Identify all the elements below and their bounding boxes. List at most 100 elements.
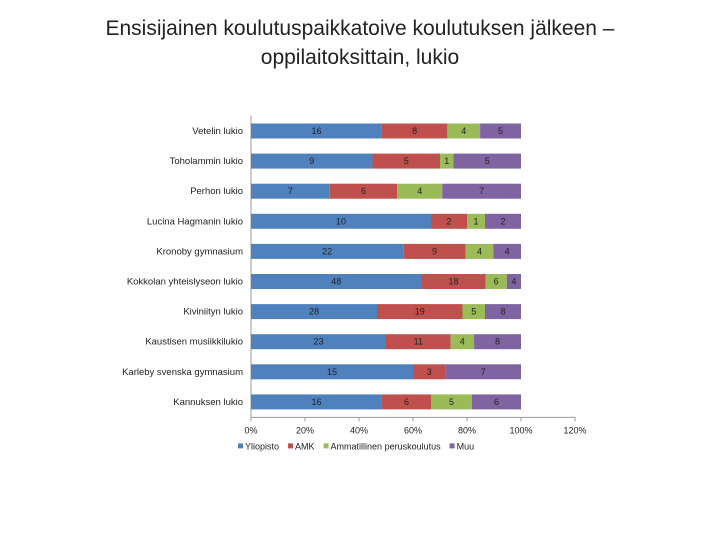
data-label: 23 — [313, 337, 323, 347]
x-tick-label: 80% — [458, 425, 476, 435]
data-label: 10 — [336, 216, 346, 226]
data-label: 4 — [477, 246, 482, 256]
data-label: 7 — [481, 367, 486, 377]
bar-segment — [485, 274, 507, 289]
data-label: 48 — [331, 277, 341, 287]
data-label: 18 — [448, 277, 458, 287]
legend-swatch — [449, 443, 455, 449]
bar-segment — [480, 123, 521, 139]
data-label: 5 — [498, 126, 503, 136]
x-tick-label: 40% — [350, 425, 368, 435]
bar-segment — [440, 153, 454, 169]
legend-entry: Yliopisto — [245, 441, 279, 451]
legend-entry: AMK — [295, 441, 315, 451]
category-label: Karleby svenska gymnasium — [122, 367, 243, 378]
x-tick-label: 20% — [296, 425, 314, 435]
bar-segment — [471, 394, 521, 410]
bar-segment — [485, 304, 521, 320]
data-label: 1 — [444, 156, 449, 166]
data-label: 4 — [461, 126, 466, 136]
bar-segment — [431, 394, 472, 410]
data-label: 6 — [361, 186, 366, 196]
data-label: 6 — [494, 397, 499, 407]
category-label: Kronoby gymnasium — [156, 246, 243, 257]
category-label: Vetelin lukio — [192, 126, 243, 137]
data-label: 3 — [427, 367, 432, 377]
data-label: 6 — [404, 397, 409, 407]
data-label: 5 — [449, 397, 454, 407]
bar-segment — [467, 213, 485, 229]
bar-segment — [251, 394, 382, 410]
bar-segment — [381, 123, 448, 139]
category-label: Perhon lukio — [190, 186, 243, 197]
bar-segment — [372, 153, 440, 169]
data-label: 7 — [288, 186, 293, 196]
bar-segment — [251, 123, 382, 139]
chart-title-line-2: oppilaitoksittain, lukio — [260, 46, 460, 69]
data-label: 16 — [311, 126, 321, 136]
bar-segment — [474, 334, 521, 350]
data-label: 4 — [460, 337, 465, 347]
x-tick-label: 100% — [509, 425, 532, 435]
category-label: Kokkolan yhteislyseon lukio — [127, 277, 243, 288]
data-label: 1 — [473, 216, 478, 226]
data-label: 7 — [479, 186, 484, 196]
category-label: Kaustisen musiikkilukio — [145, 337, 243, 348]
legend-swatch — [238, 443, 243, 449]
bar-segment — [462, 304, 485, 320]
bar-segment — [251, 213, 431, 229]
legend-entry: Muu — [457, 441, 475, 451]
data-label: 4 — [505, 246, 510, 256]
x-tick-label: 120% — [563, 425, 586, 435]
chart-title-line-1: Ensisijainen koulutuspaikkatoive koulutu… — [105, 17, 615, 40]
data-label: 5 — [485, 156, 490, 166]
data-label: 8 — [500, 307, 505, 317]
data-label: 11 — [414, 337, 423, 347]
bar-segment — [381, 394, 431, 410]
bar-segment — [251, 334, 386, 350]
category-label: Kiviniityn lukio — [183, 307, 243, 318]
data-label: 4 — [511, 277, 516, 287]
bar-segment — [386, 334, 451, 350]
data-label: 6 — [494, 277, 499, 287]
bar-segment — [403, 243, 466, 259]
category-label: Kannuksen lukio — [173, 397, 243, 408]
bar-segment — [413, 364, 446, 380]
x-tick-label: 0% — [244, 425, 257, 435]
category-label: Lucina Hagmanin lukio — [147, 216, 243, 227]
data-label: 8 — [412, 126, 417, 136]
data-label: 2 — [500, 216, 505, 226]
legend-swatch — [288, 443, 294, 449]
bar-segment — [431, 213, 467, 229]
bar-segment — [251, 243, 404, 259]
bar-segment — [453, 153, 521, 169]
bar-segment — [442, 183, 521, 199]
data-label: 2 — [446, 216, 451, 226]
bar-segment — [450, 334, 475, 350]
bar-segment — [421, 274, 486, 289]
bar-segment — [465, 243, 494, 259]
bar-segment — [251, 364, 413, 380]
data-label: 16 — [311, 397, 321, 407]
data-label: 15 — [327, 367, 337, 377]
data-label: 5 — [404, 156, 409, 166]
data-label: 5 — [471, 307, 476, 317]
data-label: 8 — [495, 337, 500, 347]
bar-segment — [251, 153, 373, 169]
data-label: 22 — [322, 246, 332, 256]
bar-segment — [251, 274, 422, 289]
data-label: 9 — [432, 246, 437, 256]
bar-segment — [445, 364, 521, 380]
legend-swatch — [323, 443, 329, 449]
data-label: 4 — [417, 186, 422, 196]
category-label: Toholammin lukio — [170, 156, 243, 167]
x-tick-label: 60% — [404, 425, 422, 435]
bar-segment — [251, 304, 377, 320]
legend-entry: Ammatillinen peruskoulutus — [331, 441, 442, 451]
chart-title: Ensisijainen koulutuspaikkatoive koulutu… — [0, 14, 720, 72]
bar-segment — [251, 183, 330, 199]
bar-segment — [506, 274, 521, 289]
bar-segment — [377, 304, 463, 320]
data-label: 28 — [309, 307, 319, 317]
